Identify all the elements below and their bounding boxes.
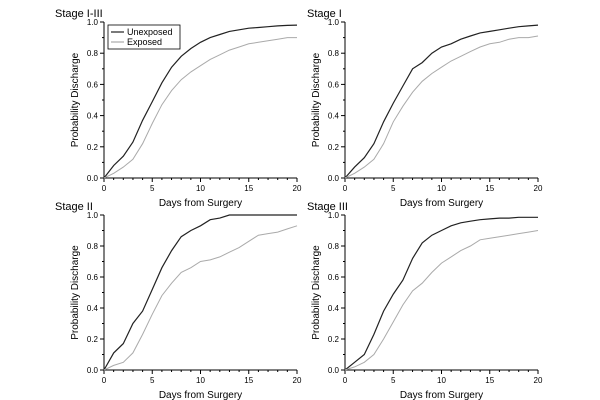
x-tick-label: 15 [244, 184, 253, 193]
panel-title: Stage III [307, 201, 348, 213]
chart-panel: Stage III 0 5 10 15 20 0.0 0.2 0.4 0.6 0.8 1.0 Days … [307, 201, 543, 400]
series-line-unexposed [344, 216, 538, 371]
panel-title: Stage I [307, 8, 342, 20]
x-tick-label: 0 [102, 184, 107, 193]
y-tick-label: 0.2 [328, 143, 340, 152]
y-axis-title: Probability Discharge [311, 52, 322, 147]
y-tick-label: 0.8 [328, 49, 340, 58]
y-tick-label: 0.6 [87, 80, 99, 89]
y-tick-label: 0.4 [328, 112, 340, 121]
series-line-exposed [344, 230, 539, 371]
y-tick-label: 0.4 [87, 112, 99, 121]
y-tick-label: 0.8 [328, 242, 340, 251]
x-tick-label: 0 [343, 376, 348, 385]
series-line-exposed [103, 225, 298, 371]
series-line-exposed [344, 35, 539, 179]
y-tick-label: 1.0 [328, 18, 340, 27]
y-tick-label: 0.8 [87, 242, 99, 251]
x-tick-label: 20 [293, 376, 302, 385]
legend-box [107, 24, 181, 50]
x-axis-title: Days from Surgery [159, 198, 242, 209]
y-tick-label: 0.2 [87, 143, 99, 152]
x-tick-label: 5 [391, 376, 396, 385]
x-tick-label: 10 [437, 184, 446, 193]
y-axis-title: Probability Discharge [311, 245, 322, 340]
y-tick-label: 1.0 [87, 211, 99, 220]
series-line-unexposed [103, 214, 297, 371]
y-tick-label: 0.6 [87, 273, 99, 282]
y-tick-label: 0.2 [87, 335, 99, 344]
y-tick-label: 0.8 [87, 49, 99, 58]
x-tick-label: 20 [534, 184, 543, 193]
y-tick-label: 0.0 [328, 366, 340, 375]
x-tick-label: 5 [150, 376, 155, 385]
y-tick-label: 0.0 [87, 366, 99, 375]
x-tick-label: 5 [150, 184, 155, 193]
x-tick-label: 5 [391, 184, 396, 193]
y-axis-title: Probability Discharge [70, 52, 81, 147]
x-axis-title: Days from Surgery [159, 390, 242, 400]
x-tick-label: 15 [485, 184, 494, 193]
x-tick-label: 20 [293, 184, 302, 193]
legend-label-exposed: Exposed [127, 37, 162, 47]
y-tick-label: 0.0 [87, 174, 99, 183]
series-line-unexposed [344, 24, 539, 179]
x-tick-label: 15 [244, 376, 253, 385]
series-line-unexposed [103, 24, 298, 179]
y-tick-label: 0.6 [328, 273, 340, 282]
x-tick-label: 15 [485, 376, 494, 385]
x-tick-label: 10 [196, 376, 205, 385]
x-tick-label: 20 [534, 376, 543, 385]
series-line-exposed [103, 37, 297, 179]
y-tick-label: 0.6 [328, 80, 340, 89]
y-tick-label: 0.2 [328, 335, 340, 344]
y-axis-title: Probability Discharge [70, 245, 81, 340]
x-tick-label: 0 [102, 376, 107, 385]
x-axis-title: Days from Surgery [400, 198, 483, 209]
y-tick-label: 1.0 [87, 18, 99, 27]
y-tick-label: 0.4 [87, 304, 99, 313]
panel-title: Stage I-III [55, 8, 103, 20]
legend-label-unexposed: Unexposed [127, 27, 173, 37]
chart-panel: Stage I 0 5 10 15 20 0.0 0.2 0.4 0.6 0.8 1.0 Days fr… [307, 8, 543, 209]
y-tick-label: 1.0 [328, 211, 340, 220]
x-tick-label: 10 [196, 184, 205, 193]
x-tick-label: 10 [437, 376, 446, 385]
chart-panel: Stage I-III 0 5 10 15 20 0.0 0.2 0.4 0.6 0.8 1.0 Day… [55, 8, 302, 209]
y-tick-label: 0.0 [328, 174, 340, 183]
x-tick-label: 0 [343, 184, 348, 193]
panel-title: Stage II [55, 201, 93, 213]
chart-panel: Stage II 0 5 10 15 20 0.0 0.2 0.4 0.6 0.8 1.0 Days f… [55, 201, 302, 400]
y-tick-label: 0.4 [328, 304, 340, 313]
x-axis-title: Days from Surgery [400, 390, 483, 400]
